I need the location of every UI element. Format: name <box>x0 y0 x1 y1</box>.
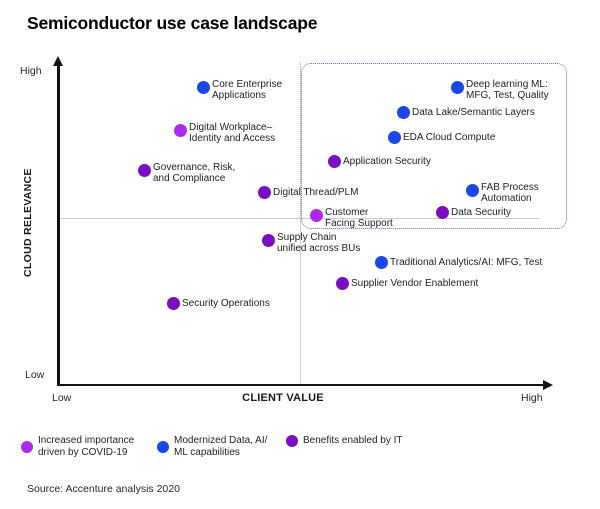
data-point-dot <box>261 233 275 247</box>
legend-label: Benefits enabled by IT <box>303 435 403 447</box>
data-point-label: Data Security <box>451 206 512 218</box>
chart-title: Semiconductor use case landscape <box>27 13 318 33</box>
quadrant-vertical-line <box>300 62 301 384</box>
x-axis-high-label: High <box>521 392 543 404</box>
x-axis-title: CLIENT VALUE <box>242 391 324 404</box>
x-axis-arrow-icon <box>543 379 553 390</box>
data-point-label: Security Operations <box>182 297 270 309</box>
data-point-label: Governance, Risk, and Compliance <box>153 161 236 184</box>
legend-dot-icon <box>157 440 169 453</box>
legend-dot-icon <box>21 440 33 453</box>
data-point-dot <box>396 105 410 119</box>
data-point-label: Digital Thread/PLM <box>273 186 359 198</box>
data-point-dot <box>387 130 401 144</box>
data-point-dot <box>257 185 271 199</box>
y-axis-low-label: Low <box>25 369 45 381</box>
y-axis-title: CLOUD RELEVANCE <box>22 168 34 278</box>
data-point-label: Application Security <box>343 155 431 167</box>
data-point-label: Supplier Vendor Enablement <box>351 277 479 289</box>
legend-label: Increased importance driven by COVID-19 <box>38 435 135 458</box>
data-point-label: Core Enterprise Applications <box>212 78 283 101</box>
data-point-label: Supply Chain unified across BUs <box>277 231 361 254</box>
data-point-label: EDA Cloud Compute <box>403 131 496 143</box>
data-point-dot <box>309 208 323 222</box>
data-point-dot <box>196 80 210 94</box>
y-axis-arrow-icon <box>53 56 63 66</box>
quadrant-horizontal-line <box>58 218 540 219</box>
x-axis-low-label: Low <box>52 392 72 404</box>
highlight-box <box>301 63 567 229</box>
data-point-dot <box>173 123 187 137</box>
data-point-dot <box>450 80 464 94</box>
data-point-dot <box>335 276 349 290</box>
data-point-label: Digital Workplace– Identity and Access <box>189 121 276 144</box>
y-axis-high-label: High <box>20 65 42 77</box>
legend-item-covid: Increased importance driven by COVID-19 <box>21 435 134 458</box>
data-point-label: Data Lake/Semantic Layers <box>412 106 535 118</box>
x-axis-line <box>57 383 544 386</box>
data-point-label: Customer Facing Support <box>325 206 393 229</box>
legend-item-benefits: Benefits enabled by IT <box>286 435 403 447</box>
data-point-dot <box>166 296 180 310</box>
data-point-dot <box>137 163 151 177</box>
data-point-label: Traditional Analytics/AI: MFG, Test <box>390 256 543 268</box>
legend-label: Modernized Data, AI/ML capabilities <box>174 435 268 458</box>
source-text: Source: Accenture analysis 2020 <box>27 483 180 495</box>
data-point-dot <box>435 205 449 219</box>
y-axis-line <box>57 64 60 385</box>
data-point-label: Deep learning ML: MFG, Test, Quality <box>466 78 549 101</box>
data-point-dot <box>465 183 479 197</box>
data-point-label: FAB Process Automation <box>481 181 539 204</box>
data-point-dot <box>374 255 388 269</box>
legend-item-modernized: Modernized Data, AI/ML capabilities <box>157 435 267 458</box>
legend-dot-icon <box>286 435 298 447</box>
data-point-dot <box>327 154 341 168</box>
